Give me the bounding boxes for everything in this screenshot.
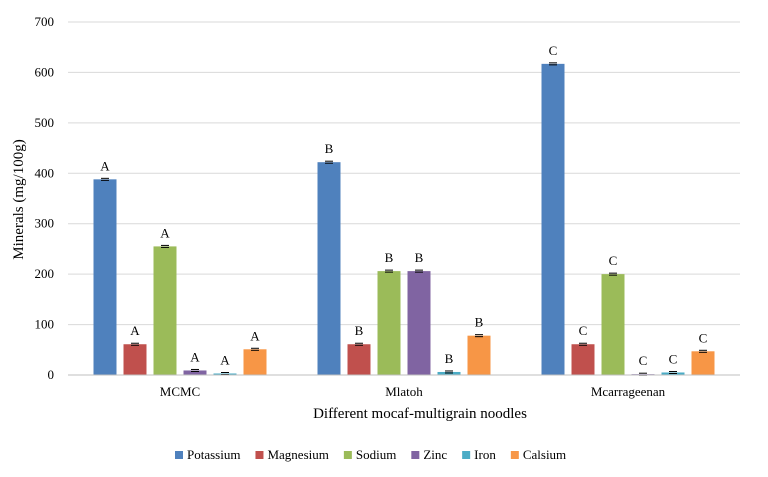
- legend-swatch-potassium: [175, 451, 183, 459]
- significance-label: A: [250, 328, 260, 343]
- bar-calsium-mlatoh: [467, 335, 491, 375]
- x-tick-label: Mcarrageenan: [591, 384, 666, 399]
- x-axis-title: Different mocaf-multigrain noodles: [313, 406, 527, 422]
- x-tick-label: Mlatoh: [385, 384, 423, 399]
- significance-label: C: [579, 323, 588, 338]
- legend-label-iron: Iron: [474, 447, 496, 462]
- bar-sodium-mcmc: [153, 246, 177, 375]
- bar-calsium-mcarrageenan: [691, 351, 715, 375]
- bar-zinc-mlatoh: [407, 271, 431, 375]
- significance-label: A: [220, 352, 230, 367]
- significance-label: B: [385, 250, 394, 265]
- y-tick-label: 100: [35, 317, 55, 332]
- gridlines: [68, 21, 740, 326]
- bar-magnesium-mcarrageenan: [571, 344, 595, 375]
- bar-potassium-mlatoh: [317, 162, 341, 375]
- bar-sodium-mlatoh: [377, 271, 401, 375]
- legend-swatch-sodium: [343, 451, 352, 459]
- significance-label: B: [355, 323, 364, 338]
- y-axis-ticks: 0 100 200 300 400 500 600 700: [35, 14, 55, 382]
- y-tick-label: 500: [35, 115, 55, 130]
- bars: [93, 62, 715, 376]
- bar-magnesium-mlatoh: [347, 344, 371, 375]
- legend-swatch-zinc: [411, 451, 420, 459]
- significance-labels: A A A A A A B B B B B B C C C C C C: [100, 43, 707, 368]
- significance-label: C: [699, 330, 708, 345]
- significance-label: A: [130, 323, 140, 338]
- y-tick-label: 700: [35, 14, 55, 29]
- bar-sodium-mcarrageenan: [601, 274, 625, 375]
- legend-swatch-calsium: [510, 451, 519, 459]
- significance-label: C: [609, 253, 618, 268]
- bar-calsium-mcmc: [243, 349, 267, 375]
- significance-label: A: [100, 158, 110, 173]
- significance-label: C: [549, 43, 558, 58]
- legend-label-magnesium: Magnesium: [267, 447, 328, 462]
- x-tick-label: MCMC: [160, 384, 200, 399]
- legend-label-sodium: Sodium: [356, 447, 396, 462]
- legend-swatch-iron: [462, 451, 471, 459]
- significance-label: C: [639, 353, 648, 368]
- bar-zinc-mcmc: [183, 370, 207, 375]
- bar-potassium-mcarrageenan: [541, 63, 565, 375]
- x-axis-ticks: MCMC Mlatoh Mcarrageenan: [160, 384, 666, 399]
- y-tick-label: 0: [48, 367, 55, 382]
- y-tick-label: 200: [35, 266, 55, 281]
- y-tick-label: 300: [35, 216, 55, 231]
- significance-label: B: [325, 141, 334, 156]
- y-tick-label: 400: [35, 165, 55, 180]
- significance-label: B: [415, 250, 424, 265]
- significance-label: B: [475, 315, 484, 330]
- legend-label-potassium: Potassium: [187, 447, 240, 462]
- legend-label-zinc: Zinc: [423, 447, 447, 462]
- legend-swatch-magnesium: [255, 451, 264, 459]
- bar-magnesium-mcmc: [123, 344, 147, 375]
- bar-iron-mlatoh: [437, 371, 461, 375]
- y-axis-title: Minerals (mg/100g): [11, 139, 27, 259]
- significance-label: B: [445, 351, 454, 366]
- legend: Potassium Magnesium Sodium Zinc Iron Calsium: [175, 447, 566, 462]
- significance-label: A: [160, 225, 170, 240]
- y-tick-label: 600: [35, 64, 55, 79]
- legend-label-calsium: Calsium: [523, 447, 566, 462]
- bar-potassium-mcmc: [93, 179, 117, 375]
- significance-label: C: [669, 351, 678, 366]
- significance-label: A: [190, 349, 200, 364]
